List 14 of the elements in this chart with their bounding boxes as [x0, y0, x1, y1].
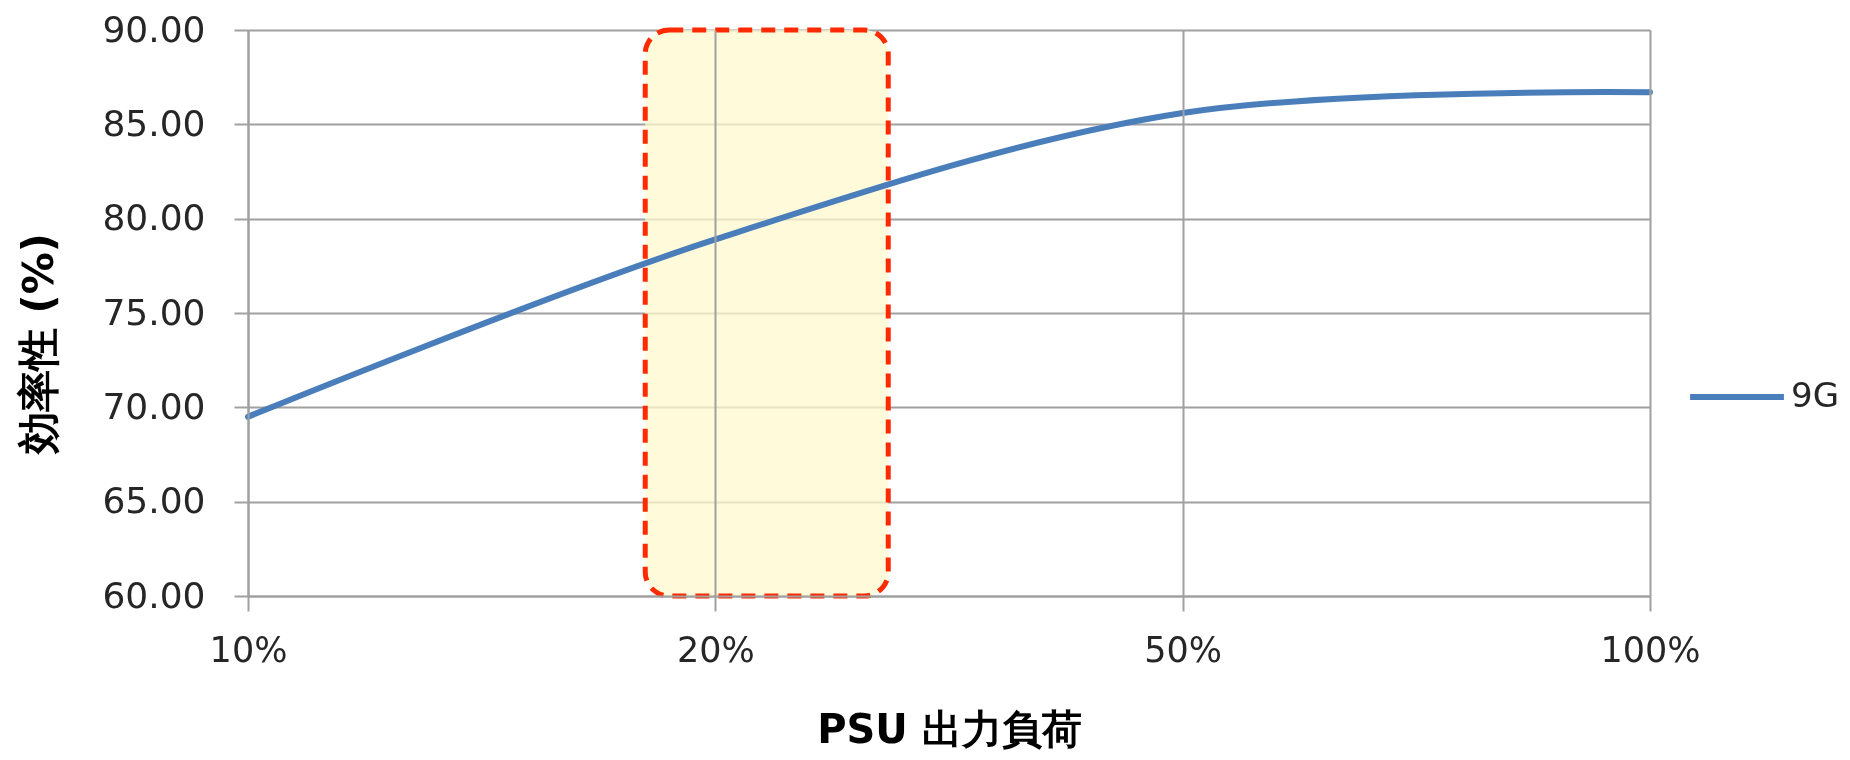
- y-tick-label: 60.00: [102, 574, 206, 616]
- y-tick-label: 90.00: [102, 8, 206, 50]
- y-tick-label: 80.00: [102, 197, 206, 239]
- legend-label: 9G: [1791, 374, 1839, 415]
- y-tick-label: 85.00: [102, 102, 206, 144]
- x-axis-title: PSU 出力負荷: [817, 705, 1082, 752]
- y-axis-title: 効率性 (%): [14, 232, 64, 456]
- x-tick-label: 10%: [209, 629, 288, 670]
- y-tick-label: 65.00: [102, 480, 206, 522]
- x-tick-label: 100%: [1600, 629, 1701, 670]
- x-tick-label: 50%: [1144, 629, 1223, 670]
- x-tick-label: 20%: [676, 629, 755, 670]
- y-tick-label: 70.00: [102, 385, 206, 427]
- y-tick-label: 75.00: [102, 291, 206, 333]
